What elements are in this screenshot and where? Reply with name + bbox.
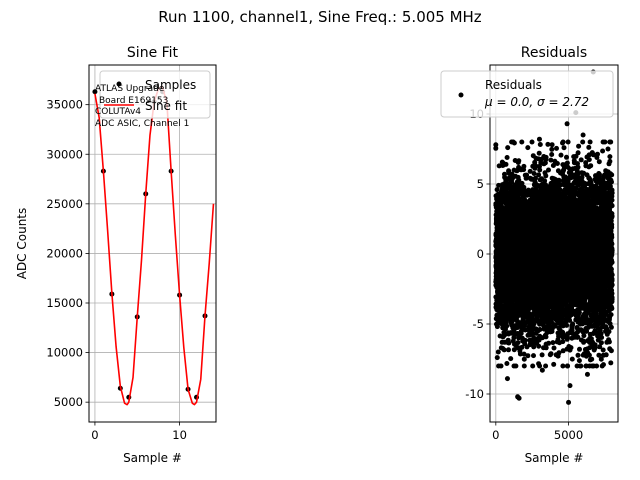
residual-point	[549, 142, 555, 148]
residual-point	[558, 152, 564, 158]
residual-point	[551, 345, 557, 351]
residual-point	[537, 142, 543, 147]
annotation-line-2: Board E169153	[99, 96, 168, 106]
residual-point	[550, 340, 556, 346]
legend-samples-label: Samples	[145, 78, 196, 92]
legend-sine-fit-label: Sine fit	[145, 99, 187, 113]
sine-fit-xlabel: Sample #	[123, 451, 182, 465]
residuals-plot-area	[493, 69, 615, 405]
sine-fit-annotation: ATLAS Upgrade Board E169153 COLUTAv4 ADC…	[95, 84, 189, 129]
residual-point	[554, 161, 560, 166]
residual-point	[549, 152, 555, 157]
residual-point	[495, 349, 501, 355]
residual-point	[504, 155, 510, 160]
residual-point	[494, 187, 500, 193]
residual-point	[519, 139, 525, 145]
residual-point	[506, 340, 512, 346]
residual-point	[554, 145, 559, 151]
y-tick-label: 10000	[46, 346, 83, 360]
y-tick-label: -5	[473, 317, 484, 331]
residual-point	[537, 363, 543, 369]
x-tick-label: 0	[492, 428, 499, 442]
sine-fit-legend-box	[99, 70, 211, 119]
y-tick-label: 15000	[46, 296, 83, 310]
x-tick-label: 5000	[554, 428, 583, 442]
x-tick-label: 10	[172, 428, 187, 442]
residual-point	[522, 337, 528, 343]
residual-point	[564, 154, 569, 160]
annotation-line-4: ADC ASIC, Channel 1	[95, 119, 189, 129]
residuals-xlabel: Sample #	[525, 451, 584, 465]
residual-point	[503, 161, 509, 167]
residual-point	[564, 322, 570, 328]
residual-point	[496, 182, 502, 188]
annotation-line-1: ATLAS Upgrade	[95, 84, 165, 94]
residual-point	[543, 363, 549, 369]
sine-fit-ticks: 0 10 5000 10000 15000 20000 25000 30000 35000	[46, 98, 187, 442]
residual-point	[546, 167, 551, 173]
residual-point	[493, 145, 499, 151]
sine-fit-axes-frame	[88, 64, 217, 423]
sine-fit-legend: Samples Sine fit	[99, 70, 211, 119]
residual-point	[506, 347, 511, 353]
y-tick-label: -10	[465, 387, 484, 401]
residual-point	[505, 145, 511, 151]
y-tick-label: 30000	[46, 147, 83, 161]
residual-point	[516, 158, 522, 164]
residual-point	[560, 139, 566, 145]
residual-point	[548, 351, 554, 357]
y-tick-label: 5000	[54, 395, 83, 409]
residual-point	[543, 173, 549, 179]
residual-point	[536, 343, 542, 349]
residual-point	[561, 145, 567, 151]
residual-point	[513, 363, 519, 369]
legend-samples-marker	[116, 81, 122, 87]
residuals-title: Residuals	[521, 45, 587, 61]
residual-point	[511, 140, 517, 146]
x-tick-label: 0	[91, 428, 98, 442]
residual-point	[543, 154, 549, 160]
residual-point	[549, 146, 555, 152]
residual-point	[529, 139, 535, 145]
residual-point	[537, 167, 543, 173]
residual-point	[525, 353, 531, 359]
residual-point	[546, 340, 552, 346]
residual-point	[521, 363, 527, 369]
residual-point	[521, 163, 527, 169]
residual-point	[560, 363, 566, 369]
residual-point	[543, 345, 549, 351]
residual-point	[515, 340, 521, 346]
residual-point	[531, 353, 536, 359]
residual-point	[501, 347, 507, 353]
residual-point	[536, 150, 542, 156]
residual-point	[531, 321, 537, 327]
residual-point	[504, 361, 510, 366]
sample-point	[92, 89, 98, 95]
residual-point	[560, 339, 566, 345]
residual-point	[543, 334, 549, 340]
residual-point	[521, 356, 527, 362]
residual-point	[498, 363, 504, 369]
sine-fit-ylabel: ADC Counts	[15, 208, 29, 280]
figure-suptitle: Run 1100, channel1, Sine Freq.: 5.005 MH…	[158, 8, 482, 26]
y-tick-label: 35000	[46, 98, 83, 112]
y-tick-label: 0	[477, 247, 484, 261]
residual-point	[539, 352, 545, 358]
residual-point	[504, 323, 510, 329]
annotation-line-3: COLUTAv4	[95, 107, 141, 117]
residual-point	[556, 177, 562, 183]
y-tick-label: 5	[477, 177, 484, 191]
y-tick-label: 20000	[46, 246, 83, 260]
residual-point	[530, 363, 536, 369]
residual-point	[508, 356, 514, 362]
residual-point	[531, 171, 537, 176]
residual-point	[551, 361, 557, 367]
sine-fit-title: Sine Fit	[127, 45, 179, 61]
sine-fit-chart: Sine Fit ADC Counts Sample # 0 10 5000 1000…	[15, 45, 217, 465]
y-tick-label: 25000	[46, 197, 83, 211]
